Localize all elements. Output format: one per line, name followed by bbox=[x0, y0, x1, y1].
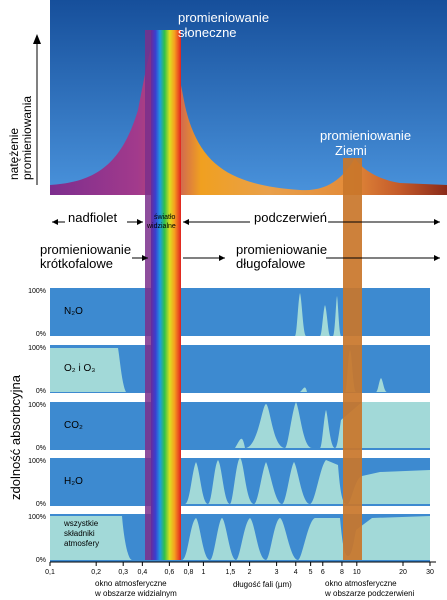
visible-label-2: widzialne bbox=[146, 223, 176, 230]
absorption-curve bbox=[50, 516, 430, 560]
earth-label-2: Ziemi bbox=[335, 143, 367, 158]
panel-label: O₂ i O₃ bbox=[64, 363, 95, 374]
longwave-label-2: długofalowe bbox=[236, 256, 305, 271]
visible-window bbox=[151, 30, 181, 560]
panel-min-label: 0% bbox=[36, 445, 46, 452]
x-tick-label: 0,8 bbox=[184, 569, 194, 576]
ir-window bbox=[343, 158, 362, 560]
x-tick-label: 2 bbox=[248, 569, 252, 576]
panel-label: składniki bbox=[64, 529, 95, 538]
intensity-axis-label-1: natężenie bbox=[7, 128, 21, 180]
x-tick-label: 0,4 bbox=[137, 569, 147, 576]
x-tick-label: 20 bbox=[399, 569, 407, 576]
x-axis-title: długość fali (µm) bbox=[233, 580, 292, 589]
x-tick-label: 3 bbox=[275, 569, 279, 576]
x-tick-label: 8 bbox=[340, 569, 344, 576]
ir-label: podczerwień bbox=[254, 210, 327, 225]
shortwave-label-1: promieniowanie bbox=[40, 242, 131, 257]
solar-label-2: słoneczne bbox=[178, 25, 237, 40]
uv-label: nadfiolet bbox=[68, 210, 118, 225]
panel-min-label: 0% bbox=[36, 501, 46, 508]
panel-max-label: 100% bbox=[28, 514, 46, 521]
x-tick-label: 6 bbox=[321, 569, 325, 576]
panel-label: CO₂ bbox=[64, 420, 83, 431]
window-ir-label-2: w obszarze podczerwieni bbox=[324, 589, 415, 598]
band-arrowheads bbox=[52, 219, 440, 261]
absorption-curve bbox=[235, 402, 430, 448]
intensity-axis: natężenie promieniowania bbox=[7, 34, 41, 185]
x-tick-label: 1,5 bbox=[226, 569, 236, 576]
x-tick-label: 0,3 bbox=[118, 569, 128, 576]
absorption-axis-label: zdolność absorbcyjna bbox=[8, 374, 23, 500]
visible-label-1: światło bbox=[154, 214, 176, 221]
panel-label: wszystkie bbox=[63, 519, 99, 528]
absorption-panel: O₂ i O₃ 100% 0% bbox=[28, 345, 430, 395]
panel-label: N₂O bbox=[64, 306, 83, 317]
absorption-curve bbox=[185, 458, 430, 504]
panel-min-label: 0% bbox=[36, 388, 46, 395]
absorption-panel: N₂O 100% 0% bbox=[28, 288, 430, 338]
intensity-axis-label-2: promieniowania bbox=[20, 96, 34, 180]
earth-label-1: promieniowanie bbox=[320, 128, 411, 143]
x-tick-label: 5 bbox=[309, 569, 313, 576]
window-visible-label-1: okno atmosferyczne bbox=[95, 579, 167, 588]
uv-band bbox=[145, 30, 151, 560]
x-tick-label: 4 bbox=[294, 569, 298, 576]
window-visible-label-2: w obszarze widzialnym bbox=[94, 589, 177, 598]
window-ir-label-1: okno atmosferyczne bbox=[325, 579, 397, 588]
absorption-panels: N₂O 100% 0% O₂ i O₃ 100% 0% CO₂ 100% 0% H₂O 100% 0%… bbox=[28, 288, 430, 564]
absorption-panel: H₂O 100% 0% bbox=[28, 458, 430, 508]
x-tick-label: 1 bbox=[201, 569, 205, 576]
absorption-curve bbox=[295, 293, 341, 336]
x-tick-label: 10 bbox=[353, 569, 361, 576]
x-tick-label: 0,2 bbox=[91, 569, 101, 576]
panel-min-label: 0% bbox=[36, 557, 46, 564]
solar-label-1: promieniowanie bbox=[178, 10, 269, 25]
x-tick-label: 0,6 bbox=[165, 569, 175, 576]
panel-max-label: 100% bbox=[28, 402, 46, 409]
panel-label: H₂O bbox=[64, 476, 83, 487]
panel-min-label: 0% bbox=[36, 331, 46, 338]
panel-max-label: 100% bbox=[28, 458, 46, 465]
panel-label: atmosfery bbox=[64, 539, 99, 548]
shortwave-label-2: krótkofalowe bbox=[40, 256, 113, 271]
x-tick-label: 0,1 bbox=[45, 569, 55, 576]
absorption-panel: CO₂ 100% 0% bbox=[28, 402, 430, 452]
x-axis: 0,1 0,2 0,3 0,4 0,6 0,8 1 1,5 2 3 4 5 6 8 10 20 30 bbox=[45, 561, 436, 576]
panel-max-label: 100% bbox=[28, 345, 46, 352]
longwave-label-1: promieniowanie bbox=[236, 242, 327, 257]
panel-background bbox=[50, 288, 430, 336]
x-tick-label: 30 bbox=[426, 569, 434, 576]
panel-max-label: 100% bbox=[28, 288, 46, 295]
